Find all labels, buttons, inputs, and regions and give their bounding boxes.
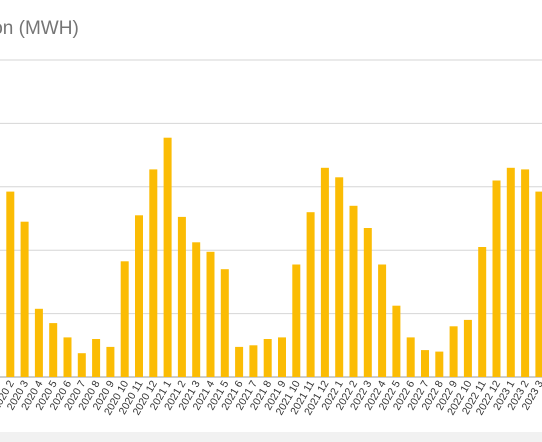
- bar[interactable]: [263, 339, 272, 377]
- bar[interactable]: [378, 264, 387, 378]
- bar[interactable]: [492, 180, 501, 378]
- bar[interactable]: [306, 212, 315, 377]
- bar[interactable]: [249, 345, 258, 377]
- bar[interactable]: [463, 319, 472, 377]
- bar[interactable]: [349, 205, 358, 377]
- bar[interactable]: [77, 353, 86, 377]
- bar[interactable]: [392, 305, 401, 377]
- bar[interactable]: [192, 242, 201, 377]
- bar[interactable]: [292, 264, 301, 378]
- bar[interactable]: [363, 228, 372, 377]
- bar[interactable]: [177, 216, 186, 377]
- bar[interactable]: [63, 337, 72, 377]
- bar[interactable]: [320, 167, 329, 377]
- bar[interactable]: [20, 221, 29, 377]
- bar[interactable]: [220, 269, 229, 377]
- bar[interactable]: [506, 167, 515, 377]
- bar[interactable]: [449, 326, 458, 377]
- bar[interactable]: [278, 337, 286, 377]
- bottom-band: [0, 432, 542, 442]
- bars: [6, 137, 542, 378]
- bar[interactable]: [149, 169, 158, 377]
- bar[interactable]: [478, 247, 487, 377]
- bar[interactable]: [135, 215, 143, 377]
- bar[interactable]: [106, 346, 115, 377]
- bar[interactable]: [535, 191, 542, 377]
- bar[interactable]: [34, 308, 43, 377]
- chart-title: ion (MWH): [0, 18, 79, 39]
- bar[interactable]: [406, 337, 415, 377]
- bar[interactable]: [163, 137, 172, 377]
- bar[interactable]: [6, 191, 15, 377]
- bar[interactable]: [120, 261, 129, 377]
- bar[interactable]: [92, 339, 101, 377]
- bar[interactable]: [49, 323, 58, 377]
- bar[interactable]: [521, 169, 530, 377]
- bar[interactable]: [206, 251, 215, 377]
- bar[interactable]: [235, 346, 244, 377]
- bar[interactable]: [335, 177, 344, 377]
- gridlines: [0, 59, 542, 378]
- bar[interactable]: [421, 350, 429, 377]
- bar[interactable]: [435, 351, 444, 377]
